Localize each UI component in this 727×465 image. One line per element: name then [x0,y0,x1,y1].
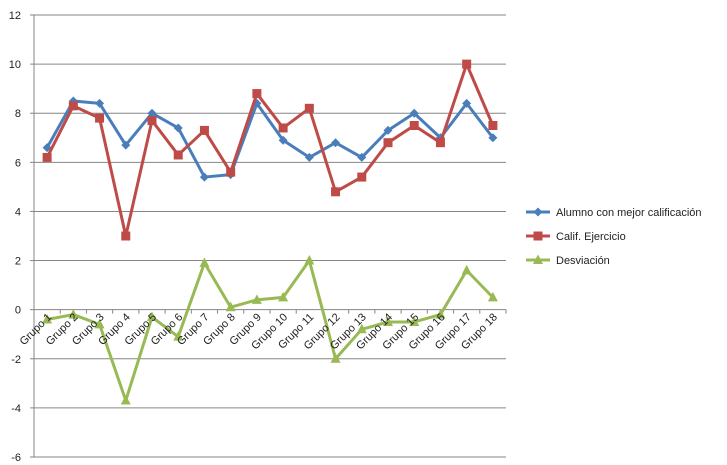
y-tick-label: 0 [15,305,21,317]
y-tick-label: -2 [11,354,21,366]
legend-label: Alumno con mejor calificación [556,207,702,219]
series-2 [43,60,498,241]
data-point [121,395,131,405]
data-point [488,121,497,130]
data-point [279,123,288,132]
data-point [252,89,261,98]
data-point [95,114,104,123]
y-tick-label: 6 [15,157,21,169]
data-point [357,173,366,182]
data-point [200,126,209,135]
series-line [47,64,493,236]
data-point [121,232,130,241]
series-lines [42,60,498,405]
data-point [69,101,78,110]
y-tick-label: 8 [15,108,21,120]
data-point [384,138,393,147]
data-point [534,232,543,241]
gridlines [34,15,506,457]
y-tick-labels: -6 -4 -2 0 2 4 6 8 10 12 [9,10,21,464]
legend-item-2: Calif. Ejercicio [526,231,626,243]
data-point [410,121,419,130]
data-point [462,265,472,275]
data-point [43,153,52,162]
data-point [148,116,157,125]
data-point [174,150,183,159]
axes [30,15,506,457]
y-tick-label: -4 [11,403,21,415]
data-point [226,168,235,177]
legend-label: Calif. Ejercicio [556,231,626,243]
data-point [331,187,340,196]
y-tick-label: 2 [15,256,21,268]
data-point [462,60,471,69]
y-tick-label: 12 [9,10,21,22]
data-point [305,104,314,113]
y-tick-label: 4 [15,206,21,218]
legend: Alumno con mejor calificación Calif. Ejer… [526,207,702,267]
y-tick-label: -6 [11,452,21,464]
data-point [199,258,209,268]
legend-item-3: Desviación [526,255,610,268]
legend-item-1: Alumno con mejor calificación [526,207,702,219]
data-point [436,138,445,147]
legend-label: Desviación [556,255,610,267]
data-point [304,255,314,264]
data-point [534,208,543,217]
y-tick-label: 10 [9,59,21,71]
